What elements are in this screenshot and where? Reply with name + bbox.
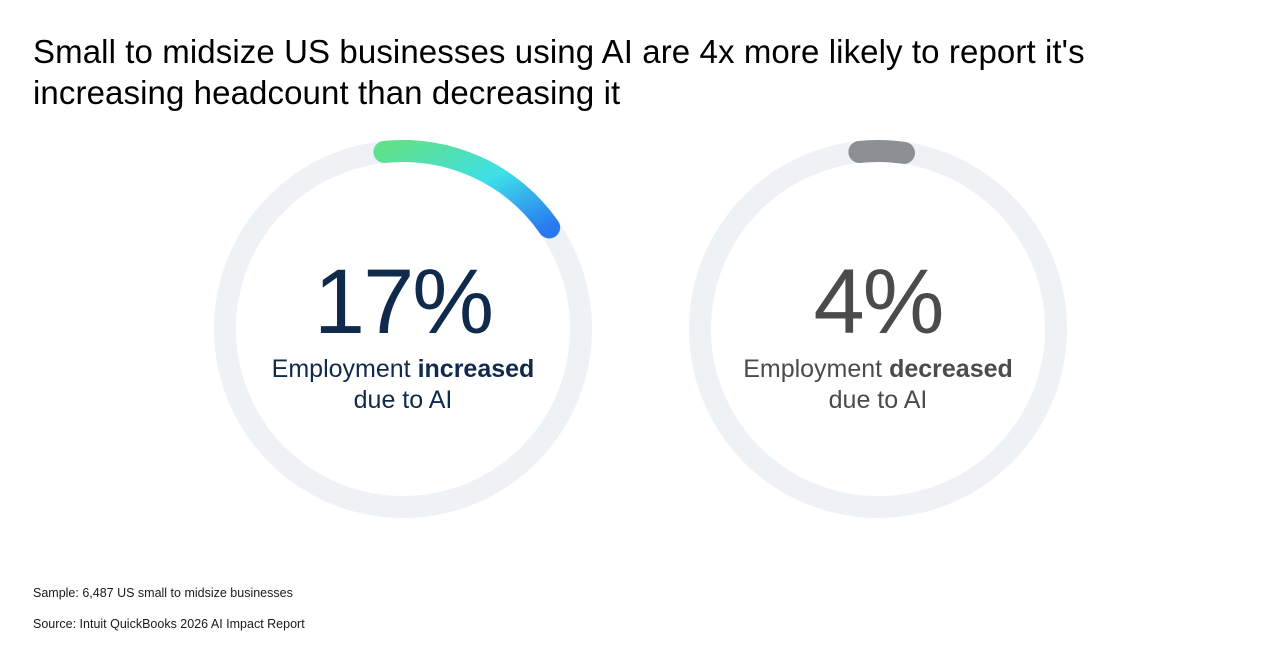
sample-footnote: Sample: 6,487 US small to midsize busine… (33, 586, 293, 600)
gauge-employment-increased: 17% Employment increased due to AI (214, 140, 592, 518)
gauge-increased-ring (214, 140, 592, 518)
gauge-decreased-caption-line2: due to AI (828, 386, 928, 414)
gauge-increased-caption-bold: increased (417, 355, 535, 383)
gauge-decreased-caption: Employment decreased due to AI (689, 354, 1067, 416)
gauge-increased-value: 17% (313, 251, 494, 353)
gauge-increased-arc (373, 140, 561, 239)
gauge-employment-decreased: 4% Employment decreased due to AI (689, 140, 1067, 518)
gauge-increased-caption: Employment increased due to AI (214, 354, 592, 416)
source-footnote: Source: Intuit QuickBooks 2026 AI Impact… (33, 617, 305, 631)
gauge-decreased-caption-prefix: Employment (743, 355, 883, 383)
gauge-decreased-arc (848, 140, 915, 164)
gauge-decreased-value: 4% (813, 251, 945, 353)
gauge-decreased-caption-bold: decreased (889, 355, 1013, 383)
page-title: Small to midsize US businesses using AI … (33, 33, 1085, 111)
gauge-increased-caption-prefix: Employment (271, 355, 411, 383)
gauge-increased-caption-line2: due to AI (353, 386, 453, 414)
gauge-decreased-ring (689, 140, 1067, 518)
